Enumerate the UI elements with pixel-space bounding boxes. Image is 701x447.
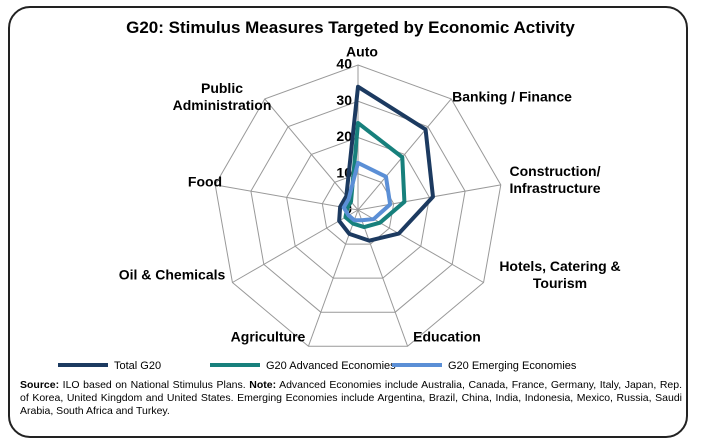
chart-title: G20: Stimulus Measures Targeted by Econo… [126,18,575,37]
tick-label: 40 [336,56,352,72]
legend-label: Total G20 [114,360,161,372]
category-label: Banking / Finance [452,88,572,105]
grid-ring [250,100,466,313]
frame [8,6,688,438]
spoke [357,209,484,283]
series-line [341,160,393,223]
category-label: Public Administration [172,80,272,113]
grid-ring [286,136,430,279]
spoke [215,184,359,211]
tick-label: 20 [336,128,352,144]
spoke [232,209,359,283]
note-label: Note: [249,379,277,391]
category-label: Agriculture [230,328,306,345]
category-label: Construction/ Infrastructure [509,163,601,196]
grid-ring [214,64,502,347]
spoke [357,98,452,211]
legend-label: G20 Advanced Economies [266,360,396,372]
spoke [264,98,359,211]
note-text: Advanced Economies include Australia, Ca… [20,379,682,417]
source-text: ILO based on National Stimulus Plans. [59,379,250,391]
category-label: Hotels, Catering & Tourism [499,258,621,291]
tick-label: 30 [336,92,352,108]
category-label: Auto [346,43,378,60]
category-label: Oil & Chemicals [118,266,226,283]
spoke [357,184,501,211]
series-line [337,84,435,243]
series-line [343,121,407,230]
source-note: Source: ILO based on National Stimulus P… [20,379,682,418]
source-label: Source: [20,379,60,391]
legend-label: G20 Emerging Economies [448,360,577,372]
spoke [357,209,409,347]
category-label: Education [413,328,481,345]
category-label: Food [187,173,223,190]
